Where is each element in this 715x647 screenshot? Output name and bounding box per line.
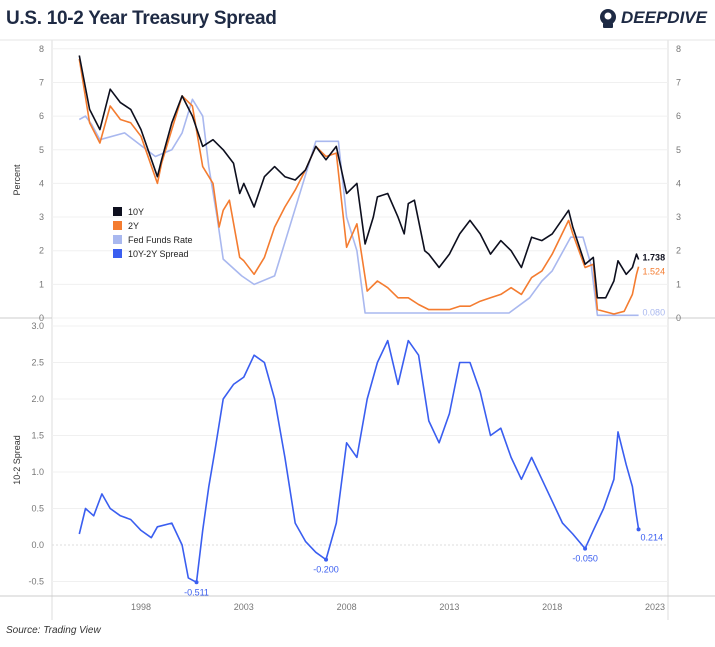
y-tick-label: 2.0 (31, 394, 44, 404)
series-line-2y (78, 58, 640, 315)
x-tick-label: 1998 (131, 602, 151, 612)
chart-title: U.S. 10-2 Year Treasury Spread (6, 8, 277, 29)
annotation-label: 0.214 (641, 532, 664, 542)
legend-label: Fed Funds Rate (128, 235, 193, 245)
legend-swatch (113, 235, 122, 244)
y-tick-left-label: 6 (39, 111, 44, 121)
legend-label: 10Y-2Y Spread (128, 249, 189, 259)
diver-helmet-icon (600, 9, 617, 28)
y-tick-label: 3.0 (31, 321, 44, 331)
end-value-label: 1.738 (643, 253, 666, 263)
y-tick-right-label: 3 (676, 212, 681, 222)
y-tick-right-label: 8 (676, 44, 681, 54)
x-tick-label: 2013 (439, 602, 459, 612)
y-tick-left-label: 7 (39, 77, 44, 87)
y-tick-left-label: 2 (39, 246, 44, 256)
y-tick-right-label: 0 (676, 313, 681, 323)
deepdive-logo: DEEPDIVE (599, 8, 707, 28)
series-line-10y (78, 55, 640, 299)
series-line-spread (78, 339, 640, 584)
y-tick-left-label: 4 (39, 178, 44, 188)
y-axis-label-bottom: 10-2 Spread (12, 435, 22, 485)
y-axis-label-top: Percent (12, 164, 22, 196)
y-tick-label: 0.5 (31, 504, 44, 514)
annotation-label: -0.511 (184, 587, 209, 597)
y-tick-left-label: 3 (39, 212, 44, 222)
y-tick-right-label: 2 (676, 246, 681, 256)
legend-label: 10Y (128, 207, 144, 217)
y-tick-left-label: 0 (39, 313, 44, 323)
end-value-label: 0.080 (643, 307, 666, 317)
y-tick-right-label: 6 (676, 111, 681, 121)
legend-swatch (113, 207, 122, 216)
legend-swatch (113, 249, 122, 258)
y-tick-right-label: 4 (676, 178, 681, 188)
x-tick-label: 2018 (542, 602, 562, 612)
annotation-label: -0.200 (313, 565, 339, 575)
y-tick-left-label: 1 (39, 279, 44, 289)
legend-swatch (113, 221, 122, 230)
end-value-label: 1.524 (643, 267, 666, 277)
x-tick-label: 2023 (645, 602, 665, 612)
y-tick-right-label: 7 (676, 77, 681, 87)
logo-text: DEEPDIVE (621, 8, 707, 27)
annotation-point (636, 527, 641, 532)
y-tick-label: 2.5 (31, 358, 44, 368)
y-tick-right-label: 1 (676, 279, 681, 289)
source-note: Source: Trading View (6, 625, 101, 636)
y-tick-right-label: 5 (676, 145, 681, 155)
y-tick-label: 1.5 (31, 431, 44, 441)
legend-label: 2Y (128, 221, 139, 231)
annotation-label: -0.050 (572, 554, 598, 564)
y-tick-label: 0.0 (31, 540, 44, 550)
annotation-point (194, 580, 199, 585)
y-tick-left-label: 5 (39, 145, 44, 155)
y-tick-label: 1.0 (31, 467, 44, 477)
annotation-point (583, 546, 588, 551)
x-tick-label: 2008 (337, 602, 357, 612)
annotation-point (324, 557, 329, 562)
y-tick-left-label: 8 (39, 44, 44, 54)
series-line-fed-funds-rate (78, 98, 639, 317)
y-tick-label: -0.5 (28, 577, 44, 587)
x-tick-label: 2003 (234, 602, 254, 612)
